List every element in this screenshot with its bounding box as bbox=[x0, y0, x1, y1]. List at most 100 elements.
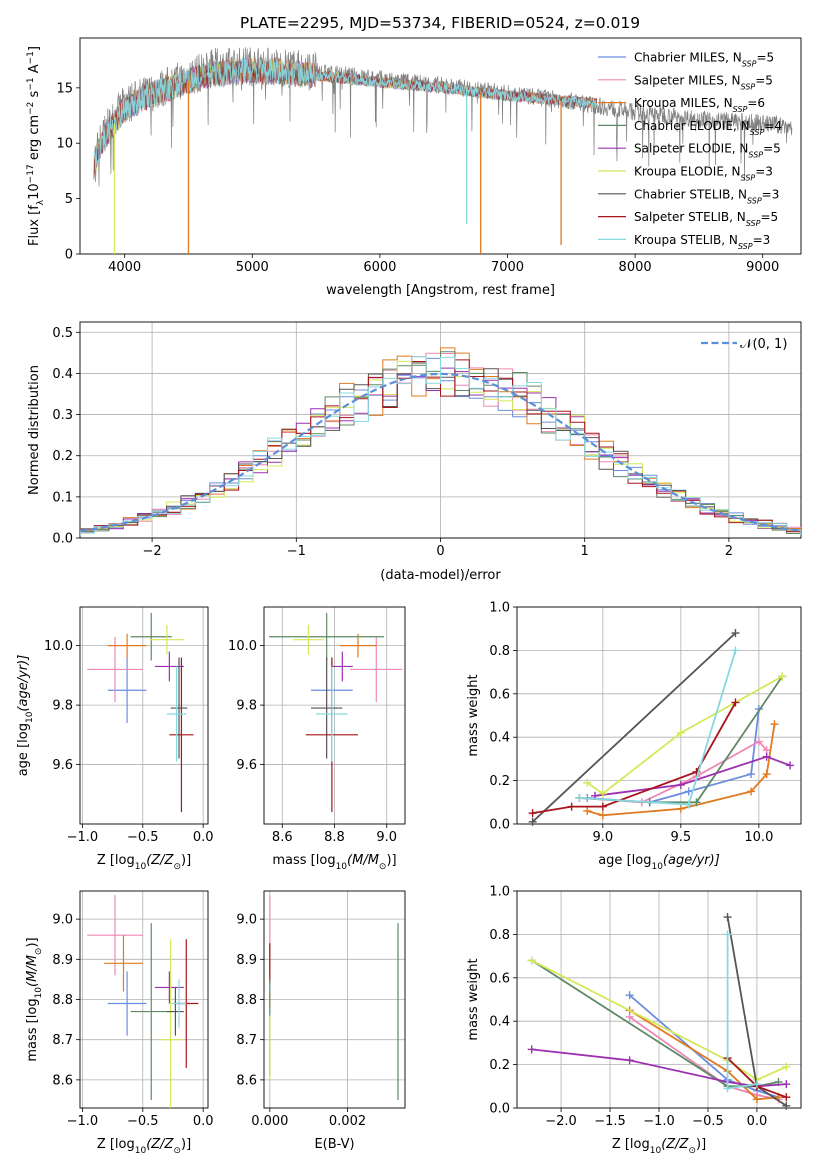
y-tick-label: 0.0 bbox=[489, 818, 510, 833]
x-tick-label: 8000 bbox=[619, 260, 652, 275]
errorbar-point-chabrier-miles bbox=[107, 657, 147, 723]
weight-marker bbox=[782, 1101, 791, 1110]
y-tick-label: 0.8 bbox=[489, 928, 510, 943]
legend-entry-label: Chabrier ELODIE, NSSP=4 bbox=[634, 119, 782, 137]
x-tick-label: 6000 bbox=[363, 260, 396, 275]
x-tick-label: −1.0 bbox=[67, 830, 99, 845]
y-tick-label: 0.0 bbox=[52, 532, 73, 547]
weight-marker bbox=[782, 1080, 791, 1089]
weight-marker bbox=[676, 780, 685, 789]
axes-frame bbox=[79, 321, 802, 539]
mass-vs-age-x-axis-label: mass [log10(M/M⊙)] bbox=[272, 853, 396, 872]
weight-line bbox=[531, 632, 737, 823]
ebv-mass-panel: 0.000 0.002 8.6 8.7 8.8 8.9 9.0 E(B-V) bbox=[236, 890, 406, 1152]
errorbar-point-chabrier-stelib bbox=[311, 657, 343, 759]
x-tick-label: −0.5 bbox=[127, 830, 159, 845]
weight-marker bbox=[782, 1093, 791, 1102]
weight-series-kroupa-miles bbox=[583, 720, 779, 820]
x-tick-label: 10.0 bbox=[744, 830, 773, 845]
ebv-vs-mass-x-axis-label: E(B-V) bbox=[314, 1137, 354, 1152]
weight-marker bbox=[747, 787, 756, 796]
x-tick-label: −0.5 bbox=[127, 1114, 159, 1129]
y-tick-label: 0.4 bbox=[52, 367, 73, 382]
y-tick-label: 9.6 bbox=[236, 758, 257, 773]
y-tick-label: 8.6 bbox=[236, 1073, 257, 1088]
y-tick-label: 0.4 bbox=[489, 1015, 510, 1030]
z-vs-age-plot-area bbox=[87, 612, 194, 813]
weight-line bbox=[629, 1016, 779, 1101]
y-tick-label: 0.6 bbox=[489, 971, 510, 986]
weight-marker bbox=[731, 698, 740, 707]
errorbar-point-chabrier-elodie bbox=[269, 612, 385, 661]
axes-frame bbox=[263, 606, 406, 825]
errorbar-point-kroupa-miles bbox=[104, 935, 143, 992]
legend-entry-label: Chabrier STELIB, NSSP=3 bbox=[634, 187, 779, 205]
observed-spectrum-line bbox=[93, 47, 793, 187]
weight-marker bbox=[723, 1084, 732, 1093]
weight-series-salpeter-stelib bbox=[528, 698, 740, 818]
y-tick-label: 0.3 bbox=[52, 408, 73, 423]
y-tick-label: 10 bbox=[56, 137, 73, 152]
x-tick-label: 9.5 bbox=[671, 830, 692, 845]
weight-marker bbox=[598, 802, 607, 811]
x-tick-label: 7000 bbox=[491, 260, 524, 275]
weight-marker bbox=[583, 806, 592, 815]
weight-marker bbox=[762, 752, 771, 761]
weight-series-salpeter-elodie bbox=[591, 752, 795, 800]
x-tick-label: 0.0 bbox=[747, 1114, 768, 1129]
weight-marker bbox=[527, 956, 536, 965]
x-tick-label: 4000 bbox=[108, 260, 141, 275]
y-tick-label: 0.2 bbox=[489, 774, 510, 789]
errorbar-point-kroupa-stelib bbox=[171, 979, 187, 1028]
z-weights-x-axis-label: Z [log10(Z/Z⊙)] bbox=[612, 1137, 706, 1156]
x-tick-label: −1.0 bbox=[643, 1114, 675, 1129]
axes-frame bbox=[516, 890, 802, 1109]
ebv-vs-mass-plot-area bbox=[269, 895, 399, 1100]
mass-vs-age-plot-area bbox=[269, 612, 403, 813]
y-tick-label: 5 bbox=[65, 192, 73, 207]
weight-marker bbox=[692, 798, 701, 807]
y-tick-label: 0.5 bbox=[52, 326, 73, 341]
axes-frame bbox=[79, 37, 802, 255]
axes-frame bbox=[263, 890, 406, 1109]
errorbar-point-kroupa-elodie bbox=[158, 939, 183, 1108]
x-tick-label: 8.8 bbox=[324, 830, 345, 845]
y-tick-label: 8.8 bbox=[236, 993, 257, 1008]
y-tick-label: 10.0 bbox=[44, 639, 73, 654]
weight-marker bbox=[786, 761, 795, 770]
x-tick-label: 9.0 bbox=[592, 830, 613, 845]
weight-marker bbox=[723, 930, 732, 939]
x-tick-label: −1.5 bbox=[594, 1114, 626, 1129]
errorbar-point-chabrier-stelib bbox=[166, 987, 184, 1036]
errorbar-point-kroupa-elodie bbox=[150, 624, 184, 655]
z-vs-age-y-axis-label: age [log10(age/yr)] bbox=[16, 655, 35, 777]
figure-title: PLATE=2295, MJD=53734, FIBERID=0524, z=0… bbox=[240, 14, 640, 32]
errorbar-point-salpeter-miles bbox=[350, 636, 403, 703]
weight-series-kroupa-stelib bbox=[575, 646, 740, 809]
legend-entry-label: Salpeter ELODIE, NSSP=5 bbox=[634, 142, 781, 160]
x-tick-label: 0.002 bbox=[329, 1114, 366, 1129]
x-tick-label: −2 bbox=[143, 544, 162, 559]
y-tick-label: 8.9 bbox=[236, 953, 257, 968]
x-tick-label: 9.0 bbox=[376, 830, 397, 845]
spectrum-panel: 4000 5000 6000 7000 8000 9000 0 5 10 15 wavelength… bbox=[26, 37, 802, 298]
histogram-plot-area bbox=[80, 347, 801, 536]
weight-marker bbox=[778, 672, 787, 681]
weight-marker bbox=[575, 793, 584, 802]
errorbar-point-kroupa-elodie bbox=[292, 624, 325, 655]
z-weights-plot-area bbox=[527, 913, 791, 1110]
y-tick-label: 8.9 bbox=[52, 953, 73, 968]
age-weights-plot-area bbox=[528, 629, 795, 826]
weight-marker bbox=[684, 800, 693, 809]
y-tick-label: 0.2 bbox=[52, 449, 73, 464]
z-vs-mass-x-axis-label: Z [log10(Z/Z⊙)] bbox=[97, 1137, 191, 1156]
y-tick-label: 15 bbox=[56, 81, 73, 96]
weight-marker bbox=[598, 811, 607, 820]
metallicity-weights-panel: −2.0 −1.5 −1.0 −0.5 0.0 0.0 0.2 0.4 0.6 0.8 1.0 Z [… bbox=[466, 885, 802, 1156]
y-tick-label: 0.1 bbox=[52, 490, 73, 505]
weight-marker bbox=[625, 991, 634, 1000]
weight-marker bbox=[731, 646, 740, 655]
age-weights-y-axis-label: mass weight bbox=[466, 674, 481, 756]
weight-series-chabrier-stelib bbox=[528, 629, 740, 826]
